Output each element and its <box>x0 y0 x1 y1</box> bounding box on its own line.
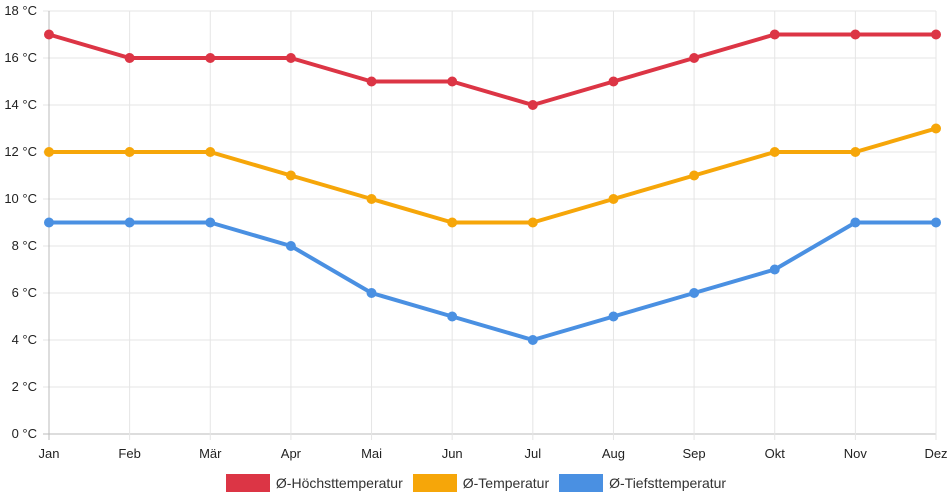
data-point <box>124 217 135 228</box>
y-tick-label: 0 °C <box>12 426 37 441</box>
data-point <box>931 123 941 134</box>
series-line-2 <box>47 126 938 225</box>
y-tick-label: 6 °C <box>12 285 37 300</box>
data-point <box>689 288 700 298</box>
data-point <box>447 311 458 322</box>
data-point <box>527 217 538 228</box>
x-tick-label: Mär <box>199 446 222 461</box>
data-point <box>124 147 135 157</box>
x-tick-label: Jan <box>39 446 60 461</box>
y-tick-label: 18 °C <box>4 3 37 18</box>
data-point <box>366 288 377 298</box>
data-point <box>850 29 861 40</box>
legend-swatch-low <box>559 474 604 492</box>
x-tick-label: Dez <box>924 446 947 461</box>
data-point <box>44 217 54 228</box>
data-point <box>366 194 377 204</box>
data-point <box>689 53 700 63</box>
legend-label-low: Ø-Tiefsttemperatur <box>609 475 727 491</box>
y-tick-label: 14 °C <box>4 97 37 112</box>
data-point <box>850 147 861 157</box>
y-tick-label: 4 °C <box>12 332 37 347</box>
data-point <box>769 264 780 275</box>
legend-label-mean: Ø-Temperatur <box>462 475 550 491</box>
data-point <box>44 29 54 40</box>
series-line-3 <box>47 220 938 342</box>
y-tick-label: 10 °C <box>4 191 37 206</box>
data-point <box>850 217 861 228</box>
data-point <box>608 311 619 322</box>
y-tick-label: 2 °C <box>12 379 37 394</box>
series-line-1 <box>47 32 938 107</box>
data-point <box>447 76 458 87</box>
legend-item-mean[interactable]: Ø-Temperatur <box>412 474 550 492</box>
data-point <box>366 76 377 87</box>
y-tick-label: 12 °C <box>4 144 37 159</box>
x-tick-label: Nov <box>844 446 868 461</box>
x-tick-label: Feb <box>118 446 140 461</box>
legend-label-high: Ø-Höchsttemperatur <box>275 475 403 491</box>
legend-item-low[interactable]: Ø-Tiefsttemperatur <box>559 474 726 492</box>
data-point <box>447 217 458 228</box>
data-point <box>931 29 941 40</box>
chart-plot: 0 °C 2 °C 4 °C 6 °C 8 °C 10 °C 12 °C 14 °C 16 °C… <box>4 3 947 461</box>
x-tick-label: Aug <box>602 446 625 461</box>
data-point <box>608 194 619 204</box>
data-point <box>44 147 54 157</box>
y-tick-label: 8 °C <box>12 238 37 253</box>
data-point <box>205 53 216 63</box>
x-tick-label: Mai <box>361 446 382 461</box>
data-point <box>285 241 296 251</box>
data-point <box>769 147 780 157</box>
data-point <box>285 53 296 63</box>
chart-legend: Ø-Höchsttemperatur Ø-Temperatur Ø-Tiefst… <box>0 472 952 494</box>
x-tick-label: Jun <box>442 446 463 461</box>
legend-swatch-mean <box>412 474 457 492</box>
data-point <box>527 335 538 345</box>
y-tick-label: 16 °C <box>4 50 37 65</box>
x-tick-label: Sep <box>683 446 706 461</box>
data-point <box>285 170 296 181</box>
data-point <box>124 53 135 63</box>
data-point <box>527 100 538 110</box>
data-point <box>608 76 619 87</box>
legend-item-high[interactable]: Ø-Höchsttemperatur <box>225 474 403 492</box>
data-point <box>931 217 941 228</box>
data-point <box>205 147 216 157</box>
legend-swatch-high <box>225 474 270 492</box>
x-tick-label: Okt <box>765 446 786 461</box>
data-point <box>205 217 216 228</box>
x-tick-label: Jul <box>525 446 542 461</box>
data-point <box>769 29 780 40</box>
data-point <box>689 170 700 181</box>
x-tick-label: Apr <box>281 446 302 461</box>
